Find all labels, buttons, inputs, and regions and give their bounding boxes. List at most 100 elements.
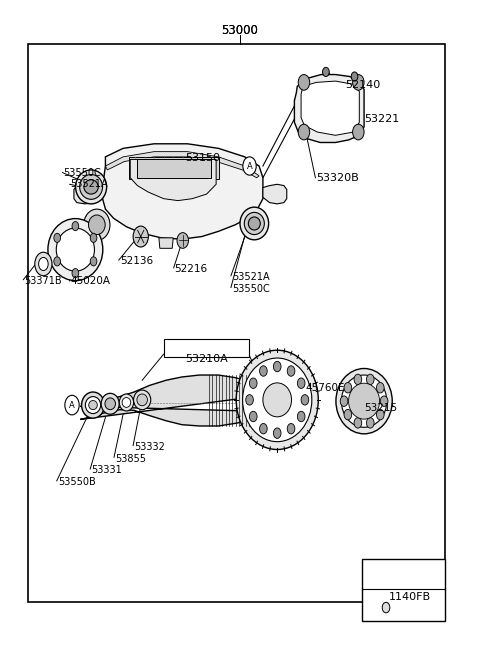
Text: 53331: 53331	[91, 465, 122, 476]
Ellipse shape	[56, 228, 95, 271]
Ellipse shape	[80, 174, 103, 199]
Circle shape	[133, 226, 148, 247]
Circle shape	[353, 124, 364, 140]
Circle shape	[298, 75, 310, 91]
Ellipse shape	[133, 390, 151, 409]
Text: 53550B: 53550B	[58, 477, 96, 487]
Text: 53320B: 53320B	[316, 173, 359, 183]
Polygon shape	[263, 184, 287, 204]
Ellipse shape	[248, 217, 260, 230]
Ellipse shape	[236, 350, 318, 449]
Circle shape	[298, 411, 305, 422]
Ellipse shape	[88, 215, 105, 235]
Circle shape	[366, 418, 374, 428]
Ellipse shape	[101, 394, 119, 414]
Polygon shape	[129, 157, 218, 179]
Ellipse shape	[85, 397, 101, 413]
Circle shape	[250, 378, 257, 388]
Ellipse shape	[48, 218, 103, 281]
Circle shape	[260, 424, 267, 434]
Circle shape	[35, 252, 52, 276]
Text: 53550C: 53550C	[232, 284, 270, 294]
Circle shape	[298, 124, 310, 140]
Circle shape	[340, 396, 348, 406]
Ellipse shape	[119, 394, 133, 411]
Text: 53855: 53855	[115, 454, 146, 464]
Circle shape	[382, 602, 390, 613]
Circle shape	[274, 428, 281, 438]
Circle shape	[376, 409, 384, 420]
Circle shape	[72, 222, 79, 231]
Text: 1140FB: 1140FB	[388, 592, 431, 602]
Circle shape	[354, 418, 362, 428]
Circle shape	[90, 256, 97, 266]
Polygon shape	[159, 238, 173, 249]
Text: 53000: 53000	[222, 24, 258, 37]
Circle shape	[376, 382, 384, 393]
Polygon shape	[80, 375, 271, 426]
Circle shape	[38, 257, 48, 270]
Text: 52140: 52140	[345, 80, 380, 90]
Bar	[137, 159, 211, 178]
Polygon shape	[103, 144, 263, 239]
Circle shape	[90, 234, 97, 243]
Circle shape	[344, 382, 352, 393]
Bar	[362, 559, 445, 621]
Bar	[28, 44, 445, 602]
Text: 45760E: 45760E	[306, 383, 345, 393]
Ellipse shape	[263, 383, 291, 417]
Text: 53332: 53332	[134, 442, 165, 452]
Text: 53521A: 53521A	[232, 272, 269, 282]
Circle shape	[354, 374, 362, 384]
Bar	[164, 339, 249, 358]
Circle shape	[323, 68, 329, 77]
Text: A: A	[69, 401, 75, 409]
Ellipse shape	[82, 392, 105, 418]
Circle shape	[380, 396, 388, 406]
Text: 53371B: 53371B	[24, 276, 62, 286]
Text: 53150: 53150	[185, 153, 220, 163]
Ellipse shape	[122, 398, 131, 407]
Ellipse shape	[84, 180, 98, 194]
Circle shape	[366, 374, 374, 384]
Ellipse shape	[89, 401, 97, 409]
Ellipse shape	[348, 383, 380, 419]
Ellipse shape	[341, 375, 387, 427]
Circle shape	[287, 366, 295, 377]
Circle shape	[54, 256, 60, 266]
Circle shape	[298, 378, 305, 388]
Polygon shape	[301, 81, 360, 135]
Circle shape	[301, 395, 309, 405]
Text: 53550C: 53550C	[63, 167, 101, 178]
Text: 53215: 53215	[364, 403, 397, 413]
Ellipse shape	[244, 213, 264, 235]
Circle shape	[260, 366, 267, 377]
Ellipse shape	[336, 369, 392, 434]
Text: 53210A: 53210A	[185, 354, 228, 364]
Polygon shape	[106, 152, 259, 178]
Circle shape	[274, 361, 281, 372]
Text: 52136: 52136	[120, 256, 153, 266]
Circle shape	[177, 233, 189, 249]
Ellipse shape	[105, 398, 116, 409]
Circle shape	[287, 424, 295, 434]
Circle shape	[243, 157, 256, 175]
Circle shape	[353, 75, 364, 91]
Circle shape	[65, 396, 79, 415]
Circle shape	[246, 395, 253, 405]
Ellipse shape	[84, 209, 110, 241]
Ellipse shape	[75, 170, 107, 204]
Text: A: A	[247, 161, 252, 171]
Text: 45020A: 45020A	[71, 276, 110, 286]
Circle shape	[344, 409, 352, 420]
Text: 52216: 52216	[175, 264, 208, 274]
Polygon shape	[74, 184, 103, 204]
Ellipse shape	[137, 394, 147, 405]
Circle shape	[72, 268, 79, 277]
Text: 53521A: 53521A	[71, 179, 108, 190]
Polygon shape	[294, 75, 364, 142]
Polygon shape	[130, 159, 216, 201]
Circle shape	[54, 234, 60, 243]
Ellipse shape	[240, 207, 269, 240]
Text: 53000: 53000	[222, 24, 258, 37]
